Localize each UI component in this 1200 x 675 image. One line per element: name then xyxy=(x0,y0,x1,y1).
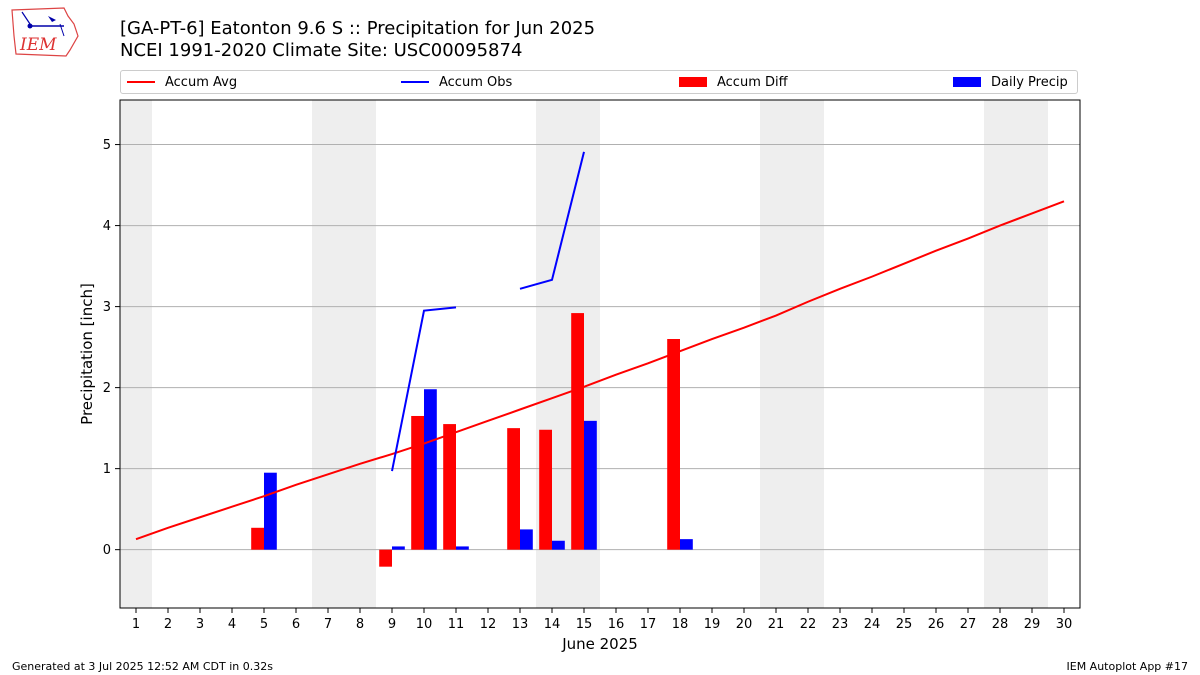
xtick-label-22: 22 xyxy=(800,617,817,632)
legend: Accum Avg Accum Obs Accum Diff Daily Pre… xyxy=(120,70,1078,94)
legend-swatch-accum-obs xyxy=(401,81,429,83)
legend-label-accum-avg: Accum Avg xyxy=(165,74,238,90)
grid-lines xyxy=(120,144,1080,551)
accum-avg-line xyxy=(135,200,1065,541)
xtick-label-28: 28 xyxy=(992,617,1009,632)
daily-precip-bar-day-5 xyxy=(264,472,277,550)
xtick-label-4: 4 xyxy=(228,617,236,632)
ytick-label-5: 5 xyxy=(103,138,111,153)
accum-diff-bar-day-18 xyxy=(667,339,680,550)
xtick-label-8: 8 xyxy=(356,617,364,632)
daily-precip-bar-day-10 xyxy=(424,389,437,550)
legend-item-accum-obs: Accum Obs xyxy=(401,71,512,93)
daily-precip-bar-day-14 xyxy=(552,540,565,550)
xtick-label-20: 20 xyxy=(736,617,753,632)
chart-title: [GA-PT-6] Eatonton 9.6 S :: Precipitatio… xyxy=(120,18,595,62)
weekend-band-3 xyxy=(760,100,824,608)
accum-diff-bar-day-15 xyxy=(571,313,584,550)
app-id: IEM Autoplot App #17 xyxy=(1066,660,1189,673)
daily-precip-bar-day-18 xyxy=(680,539,693,550)
xtick-label-24: 24 xyxy=(864,617,881,632)
accum-obs-line-1 xyxy=(519,151,585,290)
xtick-label-10: 10 xyxy=(416,617,433,632)
xtick-label-2: 2 xyxy=(164,617,172,632)
weekend-band-1 xyxy=(312,100,376,608)
xtick-label-7: 7 xyxy=(324,617,332,632)
ytick-label-1: 1 xyxy=(103,462,111,477)
ytick-label-0: 0 xyxy=(103,543,111,558)
accum-diff-bar-day-9 xyxy=(379,549,392,567)
accum-diff-bar-day-5 xyxy=(251,527,264,550)
ytick-label-3: 3 xyxy=(103,300,111,315)
daily-precip-bar-day-9 xyxy=(392,546,405,550)
xtick-label-25: 25 xyxy=(896,617,913,632)
xtick-label-13: 13 xyxy=(512,617,529,632)
xtick-label-21: 21 xyxy=(768,617,785,632)
xtick-label-19: 19 xyxy=(704,617,721,632)
title-line-1: [GA-PT-6] Eatonton 9.6 S :: Precipitatio… xyxy=(120,18,596,39)
accum-diff-bar-day-10 xyxy=(411,415,424,550)
xtick-label-3: 3 xyxy=(196,617,204,632)
legend-label-accum-obs: Accum Obs xyxy=(439,74,513,90)
xtick-label-15: 15 xyxy=(576,617,593,632)
weekend-band-4 xyxy=(984,100,1048,608)
xtick-label-17: 17 xyxy=(640,617,657,632)
legend-label-accum-diff: Accum Diff xyxy=(717,74,788,90)
xtick-label-27: 27 xyxy=(960,617,977,632)
xtick-label-14: 14 xyxy=(544,617,561,632)
xtick-label-11: 11 xyxy=(448,617,465,632)
state-outline-icon xyxy=(11,7,79,57)
daily-precip-bar-day-13 xyxy=(520,529,533,550)
series-lines xyxy=(135,151,1065,541)
daily-precip-bar-day-15 xyxy=(584,420,597,550)
xtick-label-5: 5 xyxy=(260,617,268,632)
title-line-2: NCEI 1991-2020 Climate Site: USC00095874 xyxy=(120,40,523,61)
legend-item-accum-diff: Accum Diff xyxy=(679,71,788,93)
xtick-label-30: 30 xyxy=(1056,617,1073,632)
accum-diff-bar-day-11 xyxy=(443,424,456,550)
y-axis-label: Precipitation [inch] xyxy=(78,283,96,425)
xtick-label-18: 18 xyxy=(672,617,689,632)
weekend-band-0 xyxy=(120,100,152,608)
legend-swatch-accum-avg xyxy=(127,81,155,83)
accum-obs-line-0 xyxy=(391,306,457,472)
daily-precip-bar-day-11 xyxy=(456,546,469,550)
xtick-label-9: 9 xyxy=(388,617,396,632)
iem-logo: IEM xyxy=(11,7,79,57)
xtick-label-29: 29 xyxy=(1024,617,1041,632)
xtick-label-12: 12 xyxy=(480,617,497,632)
legend-item-daily-precip: Daily Precip xyxy=(953,71,1068,93)
generated-timestamp: Generated at 3 Jul 2025 12:52 AM CDT in … xyxy=(12,660,273,673)
weekend-bands xyxy=(120,100,1048,608)
legend-label-daily-precip: Daily Precip xyxy=(991,74,1068,90)
plot-frame xyxy=(119,99,1081,609)
ytick-label-2: 2 xyxy=(103,381,111,396)
xtick-label-16: 16 xyxy=(608,617,625,632)
legend-swatch-daily-precip xyxy=(953,77,981,87)
xtick-label-1: 1 xyxy=(132,617,140,632)
legend-item-accum-avg: Accum Avg xyxy=(127,71,237,93)
ytick-label-4: 4 xyxy=(103,219,111,234)
legend-swatch-accum-diff xyxy=(679,77,707,87)
accum-diff-bar-day-13 xyxy=(507,428,520,550)
accum-diff-bar-day-14 xyxy=(539,429,552,550)
xtick-label-6: 6 xyxy=(292,617,300,632)
xtick-label-26: 26 xyxy=(928,617,945,632)
xtick-label-23: 23 xyxy=(832,617,849,632)
logo-text: IEM xyxy=(19,35,57,55)
x-axis-label: June 2025 xyxy=(561,635,638,653)
